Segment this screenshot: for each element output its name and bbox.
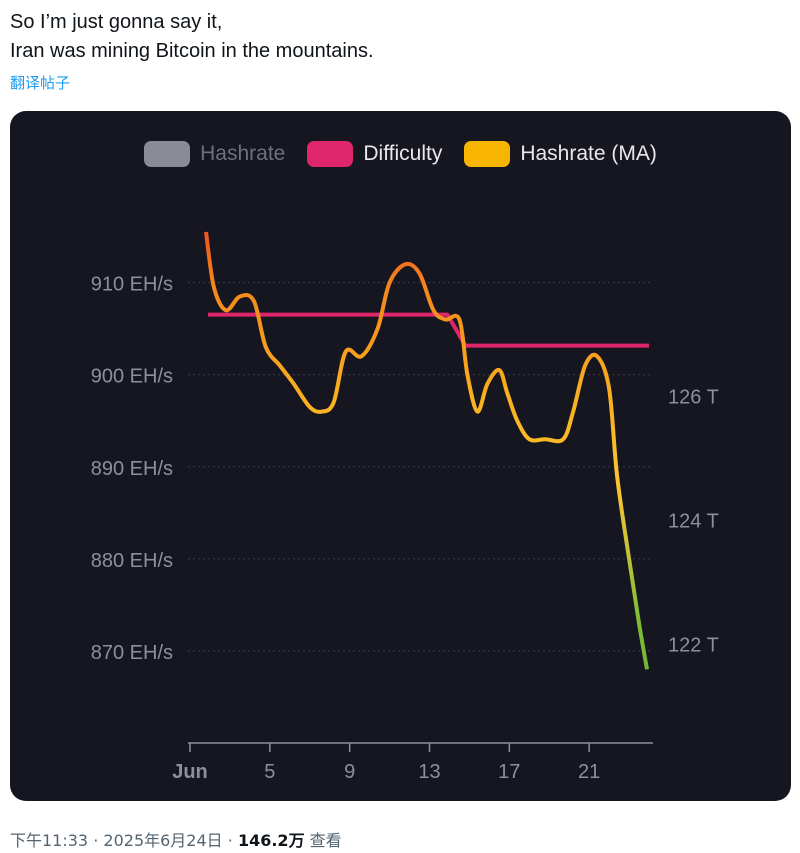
legend-item-hashrate[interactable]: Hashrate	[144, 141, 285, 167]
meta-separator: ·	[227, 831, 233, 850]
y-right-tick-label: 124 T	[668, 510, 719, 532]
views-label: 查看	[309, 831, 342, 850]
chart-legend: Hashrate Difficulty Hashrate (MA)	[10, 141, 791, 167]
legend-swatch	[144, 141, 191, 167]
legend-item-difficulty[interactable]: Difficulty	[307, 141, 442, 167]
legend-label: Hashrate (MA)	[520, 142, 657, 165]
tweet-time[interactable]: 下午11:33	[10, 831, 89, 850]
y-left-tick-label: 890 EH/s	[91, 458, 173, 480]
x-tick-label: Jun	[172, 761, 208, 783]
legend-label: Hashrate	[200, 142, 286, 165]
meta-separator: ·	[93, 831, 99, 850]
y-left-tick-label: 870 EH/s	[91, 642, 173, 664]
legend-item-hashrate-ma[interactable]: Hashrate (MA)	[464, 141, 657, 167]
legend-swatch	[464, 141, 511, 167]
legend-label: Difficulty	[363, 142, 443, 165]
chart-card: 910 EH/s 900 EH/s 890 EH/s 880 EH/s 870 EH/s…	[10, 111, 791, 801]
views-count: 146.2万	[237, 831, 305, 850]
x-tick-label: 13	[418, 761, 440, 783]
tweet-line: So I’m just gonna say it,	[10, 11, 223, 33]
series-line-hashrate-ma	[204, 231, 649, 670]
tweet-line: Iran was mining Bitcoin in the mountains…	[10, 40, 374, 62]
hashrate-chart: 910 EH/s 900 EH/s 890 EH/s 880 EH/s 870 EH/s…	[91, 231, 719, 783]
y-left-tick-label: 910 EH/s	[91, 274, 173, 296]
tweet-meta: 下午11:33 · 2025年6月24日 · 146.2万 查看	[10, 827, 342, 851]
tweet-text: So I’m just gonna say it, Iran was minin…	[10, 8, 374, 66]
series-line-difficulty	[208, 312, 649, 348]
y-right-tick-label: 122 T	[668, 635, 719, 657]
x-tick-label: 5	[264, 761, 275, 783]
y-left-tick-label: 900 EH/s	[91, 366, 173, 388]
legend-swatch	[307, 141, 354, 167]
x-tick-label: 9	[344, 761, 355, 783]
y-left-tick-label: 880 EH/s	[91, 550, 173, 572]
y-right-tick-label: 126 T	[668, 386, 719, 408]
tweet-date[interactable]: 2025年6月24日	[103, 831, 223, 850]
x-tick-label: 21	[578, 761, 600, 783]
translate-post-link[interactable]: 翻译帖子	[10, 74, 71, 92]
x-tick-label: 17	[498, 761, 520, 783]
